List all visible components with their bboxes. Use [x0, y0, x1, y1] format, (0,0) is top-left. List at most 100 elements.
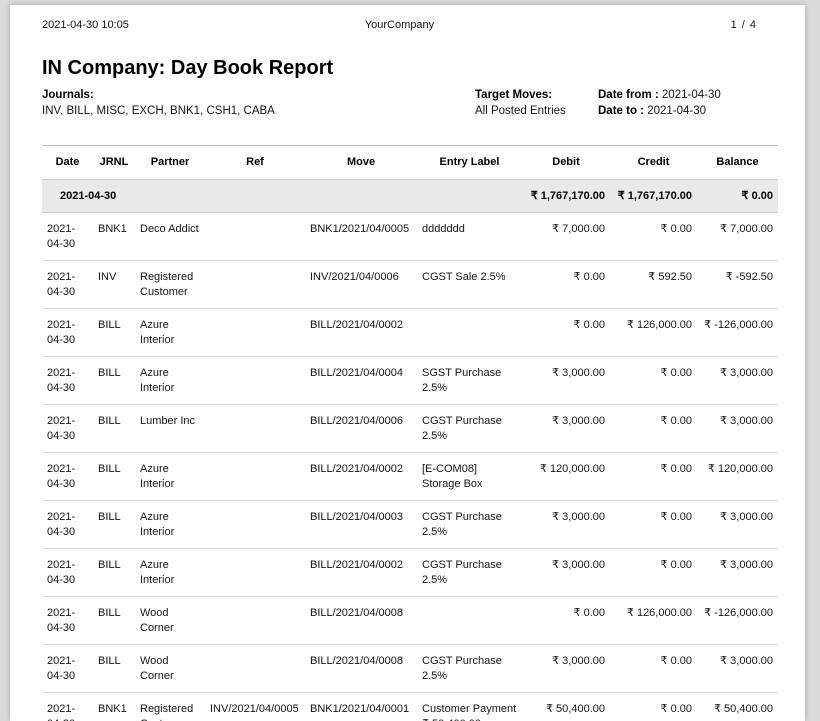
summary-debit: ₹ 1,767,170.00 — [522, 178, 610, 213]
cell-label: Customer Payment ₹ 50,400.00 - Registere… — [422, 703, 517, 721]
cell-ref — [205, 452, 305, 501]
date-to-label: Date to : — [598, 105, 644, 117]
cell-move: BILL/2021/04/0002 — [305, 452, 417, 501]
cell-jrnl: BILL — [93, 596, 135, 645]
cell-label: CGST Purchase 2.5% — [417, 500, 522, 549]
cell-partner: Azure Interior — [135, 548, 205, 597]
cell-jrnl: BILL — [93, 452, 135, 501]
cell-debit: ₹ 3,000.00 — [522, 500, 610, 549]
date-from-line: Date from : 2021-04-30 — [598, 87, 721, 103]
cell-debit: ₹ 120,000.00 — [522, 452, 610, 501]
report-page: 2021-04-30 10:05 YourCompany 1 / 4 IN Co… — [10, 5, 805, 721]
cell-partner: Deco Addict — [135, 212, 205, 261]
table-row: 2021-04-30 BILL Azure Interior BILL/2021/04… — [42, 500, 778, 549]
cell-date: 2021-04-30 — [42, 596, 93, 645]
cell-debit: ₹ 3,000.00 — [522, 404, 610, 453]
cell-date: 2021-04-30 — [42, 404, 93, 453]
column-header-ref: Ref — [205, 145, 305, 179]
date-to-value: 2021-04-30 — [647, 105, 707, 117]
cell-date: 2021-04-30 — [42, 260, 93, 309]
cell-credit: ₹ 0.00 — [610, 404, 697, 453]
print-datetime: 2021-04-30 10:05 — [42, 19, 129, 31]
cell-debit: ₹ 0.00 — [522, 260, 610, 309]
cell-label — [417, 308, 522, 357]
cell-partner: Azure Interior — [135, 308, 205, 357]
cell-ref — [205, 500, 305, 549]
table-header-row: Date JRNL Partner Ref Move Entry Label D… — [42, 145, 778, 179]
cell-ref — [205, 308, 305, 357]
cell-date: 2021-04-30 — [42, 452, 93, 501]
cell-jrnl: INV — [93, 260, 135, 309]
cell-jrnl: BILL — [93, 500, 135, 549]
column-header-move: Move — [305, 145, 417, 179]
target-moves-block: Target Moves: All Posted Entries — [475, 87, 566, 119]
journals-label: Journals: — [42, 89, 94, 101]
cell-debit: ₹ 0.00 — [522, 308, 610, 357]
table-row: 2021-04-30 BILL Azure Interior BILL/2021/04… — [42, 452, 778, 501]
cell-credit: ₹ 592.50 — [610, 260, 697, 309]
cell-partner: Registered Customer — [140, 703, 194, 721]
cell-ref — [205, 356, 305, 405]
cell-balance: ₹ 3,000.00 — [697, 404, 778, 453]
cell-jrnl: BNK1 — [98, 703, 127, 715]
table-row: 2021-04-30 INV Registered Customer INV/2021… — [42, 260, 778, 309]
date-from-label: Date from : — [598, 89, 659, 101]
journals-value: INV, BILL, MISC, EXCH, BNK1, CSH1, CABA — [42, 105, 275, 117]
cell-debit: ₹ 50,400.00 — [546, 703, 605, 715]
cell-balance: ₹ 50,400.00 — [714, 703, 773, 715]
cell-credit: ₹ 0.00 — [610, 452, 697, 501]
target-moves-label: Target Moves: — [475, 89, 553, 101]
cell-credit: ₹ 0.00 — [610, 548, 697, 597]
day-summary-row: 2021-04-30 ₹ 1,767,170.00 ₹ 1,767,170.00… — [42, 178, 778, 213]
journals-block: Journals: INV, BILL, MISC, EXCH, BNK1, C… — [42, 87, 275, 119]
cell-date: 2021-04-30 — [47, 703, 76, 721]
cell-move: BILL/2021/04/0008 — [305, 644, 417, 693]
column-header-jrnl: JRNL — [93, 145, 135, 179]
cell-label: SGST Purchase 2.5% — [417, 356, 522, 405]
cell-debit: ₹ 0.00 — [522, 596, 610, 645]
column-header-debit: Debit — [522, 145, 610, 179]
table-row: 2021-04-30 BILL Wood Corner BILL/2021/04/00… — [42, 644, 778, 693]
cell-date: 2021-04-30 — [42, 212, 93, 261]
cell-partner: Lumber Inc — [135, 404, 205, 453]
cell-credit: ₹ 0.00 — [610, 500, 697, 549]
cell-debit: ₹ 7,000.00 — [522, 212, 610, 261]
cell-label: ddddddd — [417, 212, 522, 261]
cell-move: BILL/2021/04/0006 — [305, 404, 417, 453]
cell-date: 2021-04-30 — [42, 548, 93, 597]
cell-move: BILL/2021/04/0008 — [305, 596, 417, 645]
table-row: 2021-04-30 BNK1 Registered Customer INV/202… — [42, 693, 778, 721]
cell-ref — [205, 548, 305, 597]
cell-move: BNK1/2021/04/0001 — [310, 703, 410, 715]
table-row: 2021-04-30 BILL Wood Corner BILL/2021/04/00… — [42, 596, 778, 645]
cell-balance: ₹ -126,000.00 — [697, 308, 778, 357]
cell-ref — [205, 644, 305, 693]
cell-label: [E-COM08] Storage Box — [417, 452, 522, 501]
summary-balance: ₹ 0.00 — [697, 178, 778, 213]
cell-date: 2021-04-30 — [42, 500, 93, 549]
cell-credit: ₹ 0.00 — [610, 212, 697, 261]
cell-balance: ₹ 7,000.00 — [697, 212, 778, 261]
cell-move: INV/2021/04/0006 — [305, 260, 417, 309]
cell-move: BNK1/2021/04/0005 — [305, 212, 417, 261]
table-row: 2021-04-30 BILL Lumber Inc BILL/2021/04/000… — [42, 404, 778, 453]
cell-jrnl: BILL — [93, 548, 135, 597]
cell-move: BILL/2021/04/0004 — [305, 356, 417, 405]
cell-partner: Azure Interior — [135, 356, 205, 405]
date-to-line: Date to : 2021-04-30 — [598, 103, 721, 119]
cell-ref — [205, 212, 305, 261]
cell-credit: ₹ 0.00 — [610, 356, 697, 405]
cell-credit: ₹ 126,000.00 — [610, 308, 697, 357]
cell-label: CGST Purchase 2.5% — [417, 404, 522, 453]
cell-ref: INV/2021/04/0005 — [210, 703, 299, 715]
page-running-header: 2021-04-30 10:05 YourCompany 1 / 4 — [42, 18, 778, 32]
cell-date: 2021-04-30 — [42, 644, 93, 693]
cell-move: BILL/2021/04/0002 — [305, 308, 417, 357]
date-from-value: 2021-04-30 — [661, 89, 721, 101]
column-header-balance: Balance — [697, 145, 778, 179]
cell-jrnl: BILL — [93, 404, 135, 453]
cell-label — [417, 596, 522, 645]
cell-ref — [205, 404, 305, 453]
target-moves-value: All Posted Entries — [475, 105, 566, 117]
cell-balance: ₹ 3,000.00 — [697, 356, 778, 405]
